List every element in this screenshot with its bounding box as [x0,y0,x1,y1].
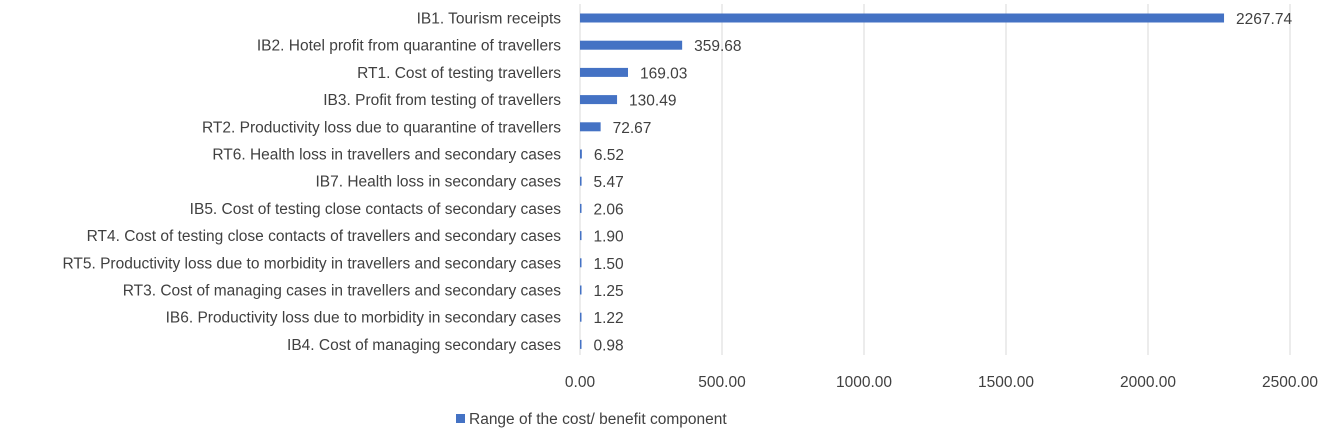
bar [580,122,601,132]
category-label: IB3. Profit from testing of travellers [323,92,561,109]
x-tick-label: 0.00 [565,374,596,391]
x-tick-label: 2000.00 [1120,374,1176,391]
bar [580,95,618,105]
category-label: RT4. Cost of testing close contacts of t… [87,228,562,245]
data-label: 169.03 [640,65,687,82]
bar [580,13,1225,23]
bar [580,176,582,186]
x-tick-label: 500.00 [698,374,746,391]
bar [580,149,582,159]
category-label: RT5. Productivity loss due to morbidity … [62,255,561,272]
x-axis-ticks: 0.00 500.00 1000.00 1500.00 2000.00 2500.00 [565,374,1318,391]
legend: Range of the cost/ benefit component [456,411,727,428]
category-label: RT1. Cost of testing travellers [357,65,561,82]
data-label: 2.06 [594,201,624,218]
data-label: 6.52 [594,147,624,164]
bars [580,13,1225,349]
category-label: IB2. Hotel profit from quarantine of tra… [257,38,561,55]
data-label: 1.90 [594,229,625,246]
category-label: IB4. Cost of managing secondary cases [287,337,561,354]
bar [580,285,582,295]
legend-label: Range of the cost/ benefit component [469,411,727,428]
category-label: RT3. Cost of managing cases in traveller… [123,283,561,300]
bar [580,40,683,50]
gridlines [579,4,1291,355]
bar [580,258,582,268]
bar [580,312,582,322]
category-labels: IB1. Tourism receipts IB2. Hotel profit f… [62,11,561,354]
bar [580,203,582,213]
category-label: IB6. Productivity loss due to morbidity … [166,310,562,327]
category-label: IB1. Tourism receipts [417,11,562,28]
data-label: 130.49 [629,93,676,110]
category-label: IB7. Health loss in secondary cases [315,174,561,191]
category-label: RT6. Health loss in travellers and secon… [212,147,561,164]
data-label: 2267.74 [1236,11,1292,28]
x-tick-label: 1000.00 [836,374,892,391]
value-labels: 2267.74 359.68 169.03 130.49 72.67 6.52 5.47 2.… [594,11,1293,354]
bar [580,67,629,77]
data-label: 359.68 [694,38,741,55]
data-label: 5.47 [594,174,624,191]
legend-swatch [456,414,465,423]
data-label: 1.22 [594,310,624,327]
bar [580,231,582,241]
x-tick-label: 2500.00 [1262,374,1318,391]
data-label: 1.25 [594,283,624,300]
x-tick-label: 1500.00 [978,374,1034,391]
bar [580,339,582,349]
category-label: RT2. Productivity loss due to quarantine… [202,119,561,136]
data-label: 0.98 [594,337,624,354]
category-label: IB5. Cost of testing close contacts of s… [190,201,562,218]
data-label: 1.50 [594,256,625,273]
data-label: 72.67 [613,120,652,137]
